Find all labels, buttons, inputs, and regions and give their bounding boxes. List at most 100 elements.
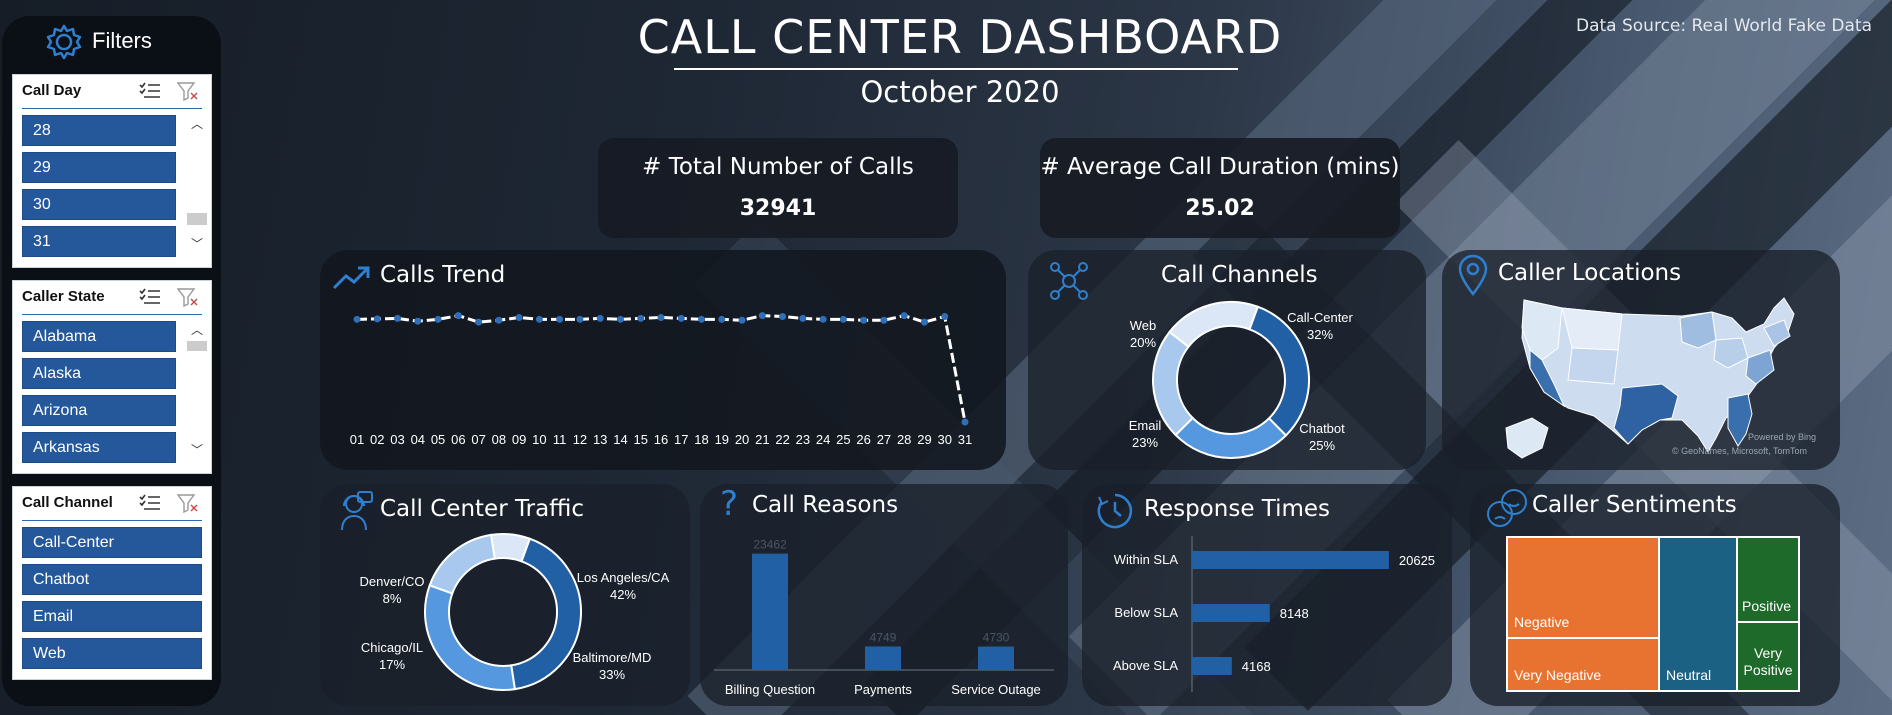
multi-select-icon[interactable] — [139, 287, 161, 307]
slicer-item[interactable]: Chatbot — [22, 564, 202, 595]
calls-trend-title: Calls Trend — [380, 262, 506, 288]
slicer-item[interactable]: Web — [22, 638, 202, 669]
trending-up-icon — [332, 266, 370, 290]
call-center-traffic-chart: Los Angeles/CA 42% Baltimore/MD 33% Chicago/… — [359, 533, 670, 691]
response-bar — [1192, 657, 1232, 675]
slicer-item[interactable]: 28 — [22, 115, 176, 146]
reasons-category-label: Billing Question — [725, 682, 815, 697]
treemap-neutral[interactable]: Neutral — [1660, 538, 1736, 690]
treemap-very-negative[interactable]: Very Negative — [1508, 639, 1658, 690]
slicer-item[interactable]: 30 — [22, 189, 176, 220]
page-subtitle: October 2020 — [860, 75, 1060, 109]
trend-x-tick-label: 22 — [775, 432, 789, 447]
trend-point — [637, 314, 645, 322]
chevron-up-icon[interactable]: ︿ — [191, 323, 204, 337]
call-channel-slicer-title: Call Channel — [22, 494, 113, 511]
sentiment-treemap: Negative Very Negative Neutral Positive … — [1506, 536, 1800, 692]
caller-locations-card: Caller Locations Powered by Bing © GeoNa… — [1442, 250, 1840, 470]
trend-x-tick-label: 05 — [431, 432, 445, 447]
traffic-slice — [489, 533, 532, 563]
trend-x-tick-label: 15 — [633, 432, 647, 447]
map-attribution-bing: Powered by Bing — [1748, 432, 1817, 442]
chevron-down-icon[interactable]: ﹀ — [191, 443, 204, 457]
trend-x-tick-label: 21 — [755, 432, 769, 447]
chevron-down-icon[interactable]: ﹀ — [191, 237, 204, 251]
call-reasons-title: Call Reasons — [752, 492, 899, 518]
clear-filter-icon[interactable] — [177, 287, 199, 307]
trend-point — [738, 316, 746, 324]
trend-point — [677, 314, 685, 322]
response-bar — [1192, 551, 1389, 569]
trend-x-tick-label: 04 — [411, 432, 425, 447]
call-channel-slicer: Call Channel Call-Center Chatbot Email W… — [12, 486, 212, 680]
trend-x-tick-label: 06 — [451, 432, 465, 447]
trend-point — [657, 313, 665, 321]
reasons-data-label: 4730 — [983, 631, 1010, 645]
trend-point — [718, 315, 726, 323]
slicer-item[interactable]: Call-Center — [22, 527, 202, 558]
trend-x-tick-label: 27 — [877, 432, 891, 447]
trend-point — [839, 315, 847, 323]
call-reasons-card: ? Call Reasons 23462 Billing Question 4749… — [700, 484, 1068, 706]
caller-sentiments-title: Caller Sentiments — [1532, 492, 1737, 518]
gear-icon — [46, 24, 82, 60]
network-icon — [1050, 262, 1088, 300]
trend-point — [495, 316, 503, 324]
trend-point — [941, 313, 949, 321]
trend-point — [596, 314, 604, 322]
filters-title: Filters — [92, 28, 152, 53]
title-underline — [674, 68, 1238, 70]
slicer-item[interactable]: Alabama — [22, 321, 176, 352]
slicer-item[interactable]: Arizona — [22, 395, 176, 426]
clear-filter-icon[interactable] — [177, 81, 199, 101]
treemap-positive[interactable]: Positive — [1738, 538, 1798, 621]
multi-select-icon[interactable] — [139, 493, 161, 513]
trend-point — [394, 314, 402, 322]
slicer-item[interactable]: Arkansas — [22, 432, 176, 463]
trend-line — [356, 314, 967, 423]
treemap-label-very-positive: Very Positive — [1743, 645, 1793, 678]
traffic-value: 33% — [599, 667, 625, 682]
trend-point — [616, 315, 624, 323]
filters-panel: Filters Call Day 28 29 30 31 ︿ ﹀ Caller … — [2, 16, 221, 706]
total-calls-card: # Total Number of Calls 32941 — [598, 138, 958, 238]
trend-x-tick-label: 31 — [958, 432, 972, 447]
channel-slice — [1168, 301, 1260, 349]
reasons-category-label: Service Outage — [951, 682, 1041, 697]
multi-select-icon[interactable] — [139, 81, 161, 101]
slicer-item[interactable]: Email — [22, 601, 202, 632]
scrollbar[interactable]: ︿ ﹀ — [187, 115, 207, 257]
treemap-very-positive[interactable]: Very Positive — [1738, 623, 1798, 690]
scrollbar[interactable]: ︿ ﹀ — [187, 321, 207, 463]
trend-x-tick-label: 17 — [674, 432, 688, 447]
treemap-negative[interactable]: Negative — [1508, 538, 1658, 637]
trend-x-tick-label: 29 — [917, 432, 931, 447]
map-pin-icon — [1458, 254, 1488, 296]
trend-x-tick-label: 26 — [856, 432, 870, 447]
response-times-title: Response Times — [1144, 496, 1331, 522]
clear-filter-icon[interactable] — [177, 493, 199, 513]
trend-x-tick-label: 28 — [897, 432, 911, 447]
caller-state-slicer-title: Caller State — [22, 288, 105, 305]
trend-x-tick-label: 25 — [836, 432, 850, 447]
trend-point — [373, 315, 381, 323]
slicer-item[interactable]: 31 — [22, 226, 176, 257]
data-source-label: Data Source: Real World Fake Data — [1576, 16, 1873, 36]
traffic-label: Los Angeles/CA — [577, 570, 670, 585]
call-channels-title: Call Channels — [1161, 262, 1318, 288]
slicer-item[interactable]: Alaska — [22, 358, 176, 389]
trend-x-tick-label: 03 — [390, 432, 404, 447]
channel-value: 25% — [1309, 438, 1335, 453]
avg-duration-label: # Average Call Duration (mins) — [1040, 154, 1400, 180]
trend-point — [556, 315, 564, 323]
support-agent-icon — [341, 491, 373, 531]
trend-point — [920, 318, 928, 326]
trend-x-tick-label: 13 — [593, 432, 607, 447]
trend-x-tick-label: 02 — [370, 432, 384, 447]
trend-point — [819, 315, 827, 323]
slicer-item[interactable]: 29 — [22, 152, 176, 183]
trend-point — [414, 317, 422, 325]
trend-x-tick-label: 16 — [654, 432, 668, 447]
chevron-up-icon[interactable]: ︿ — [191, 117, 204, 131]
us-map[interactable] — [1502, 288, 1832, 468]
